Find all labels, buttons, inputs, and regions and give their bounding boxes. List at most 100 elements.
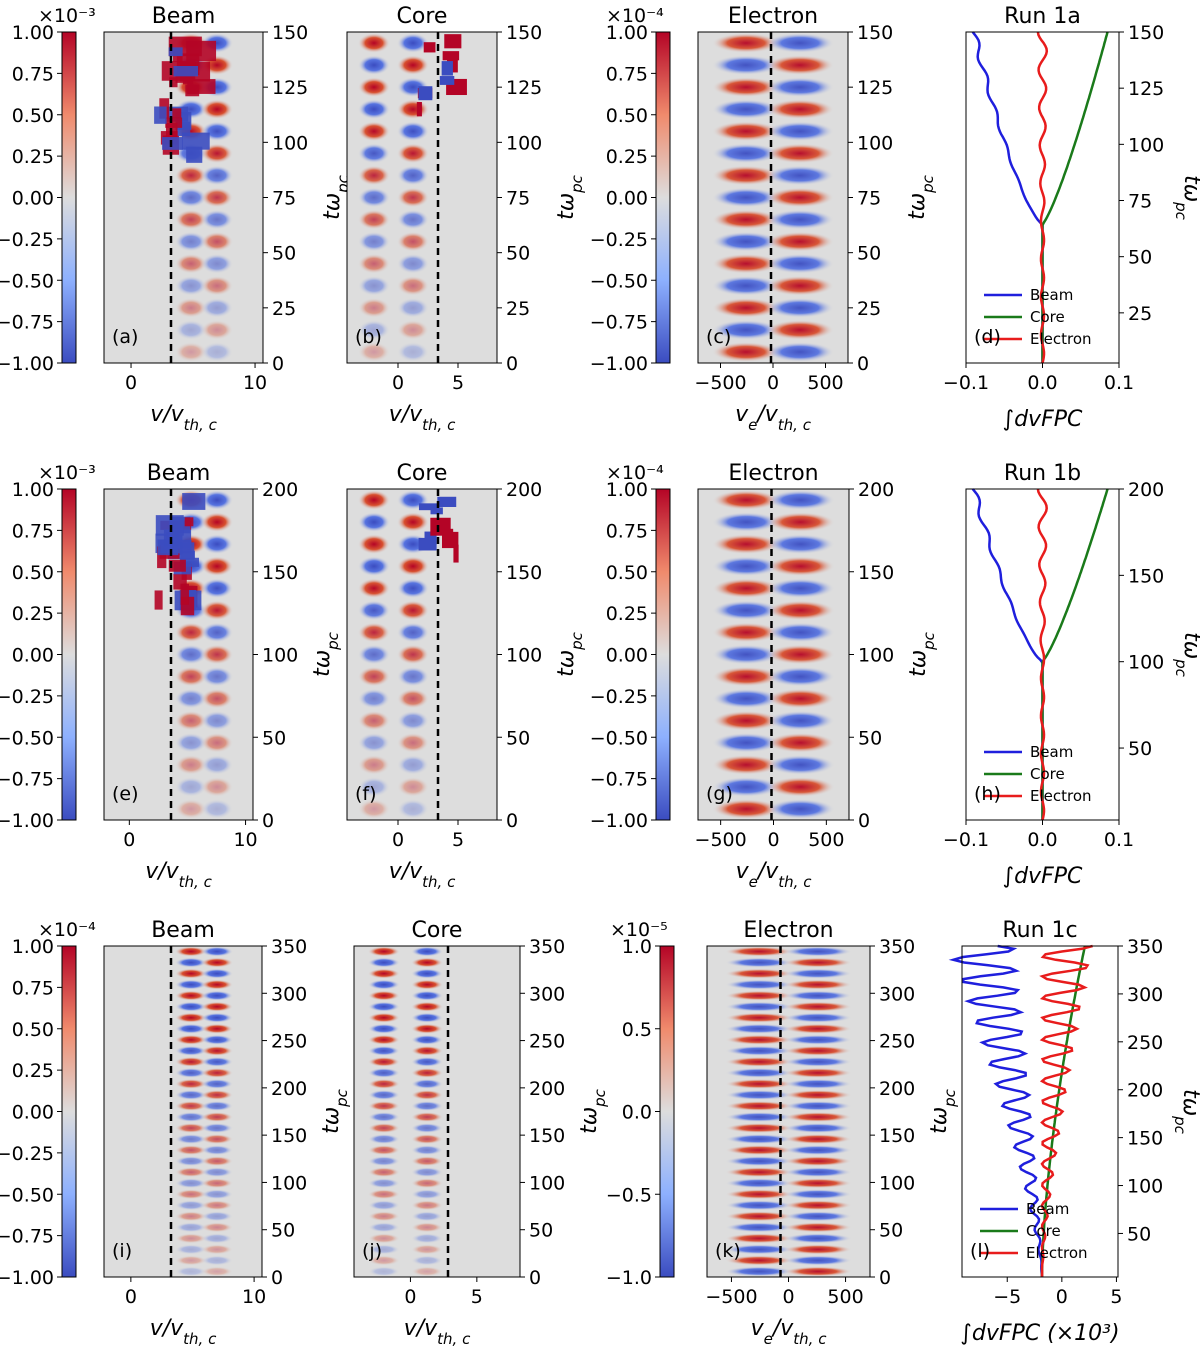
colorbar-gradient bbox=[62, 489, 76, 820]
heatmap-band bbox=[411, 1089, 444, 1100]
heatmap-band bbox=[783, 1200, 852, 1211]
time-tick-label: 300 bbox=[271, 983, 307, 1005]
colorbar-tick-label: −0.75 bbox=[0, 1226, 54, 1248]
heatmap-band bbox=[175, 1255, 207, 1266]
heatmap-patch bbox=[441, 61, 453, 76]
heatmap-band bbox=[411, 1112, 444, 1122]
heatmap-band bbox=[358, 55, 390, 76]
heatmap-patch bbox=[442, 51, 460, 61]
heatmap-patch bbox=[186, 40, 217, 62]
heatmap-band bbox=[367, 1167, 400, 1178]
heatmap-band bbox=[725, 1123, 794, 1134]
heatmap-band bbox=[358, 578, 390, 599]
heatmap-band bbox=[411, 1200, 444, 1211]
electron-colorbar-tick-label: −1.00 bbox=[590, 810, 648, 832]
panel-title: Beam bbox=[147, 461, 211, 486]
heatmap-band bbox=[358, 644, 390, 665]
heatmap-band bbox=[201, 1244, 233, 1255]
heatmap-band bbox=[358, 710, 390, 731]
heatmap-band bbox=[201, 666, 233, 687]
time-tick-label: 250 bbox=[271, 1031, 307, 1053]
heatmap-band bbox=[766, 275, 834, 296]
heatmap-band bbox=[201, 1123, 233, 1134]
integral-time-tick-label: 100 bbox=[1128, 652, 1164, 674]
heatmap-band bbox=[367, 1178, 400, 1189]
heatmap-band bbox=[783, 1012, 852, 1023]
heatmap-band bbox=[411, 1078, 444, 1089]
heatmap-band bbox=[175, 1189, 207, 1200]
heatmap-band bbox=[175, 1211, 207, 1222]
heatmap-patch bbox=[162, 137, 183, 150]
heatmap-patch bbox=[165, 531, 180, 541]
heatmap-band bbox=[201, 578, 233, 599]
heatmap-patch bbox=[453, 544, 459, 563]
electron-colorbar-tick-label: 1.00 bbox=[606, 22, 648, 44]
heatmap-band bbox=[201, 512, 233, 533]
heatmap-patch bbox=[184, 517, 194, 527]
electron-colorbar-tick-label: 1.0 bbox=[622, 936, 652, 958]
heatmap-band bbox=[725, 1266, 794, 1277]
heatmap-band bbox=[411, 979, 444, 990]
heatmap-band bbox=[411, 1211, 444, 1222]
heatmap-band bbox=[201, 490, 233, 510]
time-tick-label: 25 bbox=[272, 298, 296, 320]
heatmap-band bbox=[201, 600, 233, 621]
heatmap-band bbox=[766, 55, 834, 76]
time-tick-label: 50 bbox=[272, 243, 296, 265]
heatmap-band bbox=[783, 979, 852, 990]
heatmap-band bbox=[783, 1123, 852, 1134]
heatmap-band bbox=[411, 1145, 444, 1156]
time-tick-label: 100 bbox=[506, 132, 542, 154]
time-tick-label: 250 bbox=[529, 1031, 565, 1053]
panel-label: (i) bbox=[112, 1240, 132, 1262]
heatmap-band bbox=[201, 165, 233, 186]
integral-x-tick-label: 0.1 bbox=[1104, 829, 1134, 851]
x-tick-label: 0 bbox=[392, 829, 404, 851]
heatmap-patch bbox=[154, 590, 163, 610]
legend-entry: Beam bbox=[1030, 286, 1073, 304]
heatmap-band bbox=[201, 1012, 233, 1023]
heatmap-band bbox=[201, 1023, 233, 1034]
heatmap-band bbox=[725, 1156, 794, 1167]
heatmap-band bbox=[783, 1222, 852, 1233]
heatmap-band bbox=[201, 968, 233, 979]
beam-panel: Beam(i)0 10v/vth, c050100150200250300350t… bbox=[103, 918, 351, 1348]
time-axis-label: tωpc bbox=[577, 1088, 609, 1134]
colorbar-tick-label: −0.50 bbox=[0, 1184, 54, 1206]
electron-colorbar-scale: ×10⁻⁴ bbox=[606, 462, 664, 484]
heatmap-band bbox=[358, 556, 390, 577]
heatmap-band bbox=[725, 1145, 794, 1156]
x-tick-label: −500 bbox=[705, 1286, 757, 1308]
time-axis-label: tωpc bbox=[554, 174, 586, 220]
heatmap-band bbox=[201, 1266, 233, 1277]
x-tick-label: 0 bbox=[767, 829, 779, 851]
colorbar-tick-label: 1.00 bbox=[12, 479, 54, 501]
heatmap-band bbox=[411, 1134, 444, 1145]
heatmap-band bbox=[766, 342, 834, 362]
heatmap-band bbox=[783, 1056, 852, 1067]
heatmap-band bbox=[358, 776, 390, 797]
heatmap-band bbox=[397, 297, 429, 318]
heatmap-band bbox=[175, 342, 207, 362]
heatmap-band bbox=[725, 1167, 794, 1178]
heatmap-band bbox=[783, 1233, 852, 1244]
heatmap-band bbox=[783, 1078, 852, 1089]
heatmap-band bbox=[783, 946, 852, 957]
integral-title: Run 1c bbox=[1002, 918, 1077, 943]
panel-title: Electron bbox=[728, 4, 818, 29]
electron-colorbar-tick-label: −0.50 bbox=[590, 727, 648, 749]
heatmap-band bbox=[783, 1101, 852, 1111]
colorbar-tick-label: −1.00 bbox=[0, 810, 54, 832]
integral-panel-label: (l) bbox=[970, 1240, 990, 1262]
electron-colorbar-gradient bbox=[660, 946, 674, 1277]
heatmap-band bbox=[358, 666, 390, 687]
heatmap-band bbox=[411, 1123, 444, 1134]
heatmap-band bbox=[367, 1034, 400, 1045]
heatmap-band bbox=[397, 578, 429, 599]
panel-label: (a) bbox=[112, 326, 138, 348]
heatmap-band bbox=[201, 231, 233, 252]
heatmap-band bbox=[367, 1067, 400, 1078]
integral-panel-label: (d) bbox=[974, 326, 1001, 348]
heatmap-band bbox=[201, 1067, 233, 1078]
